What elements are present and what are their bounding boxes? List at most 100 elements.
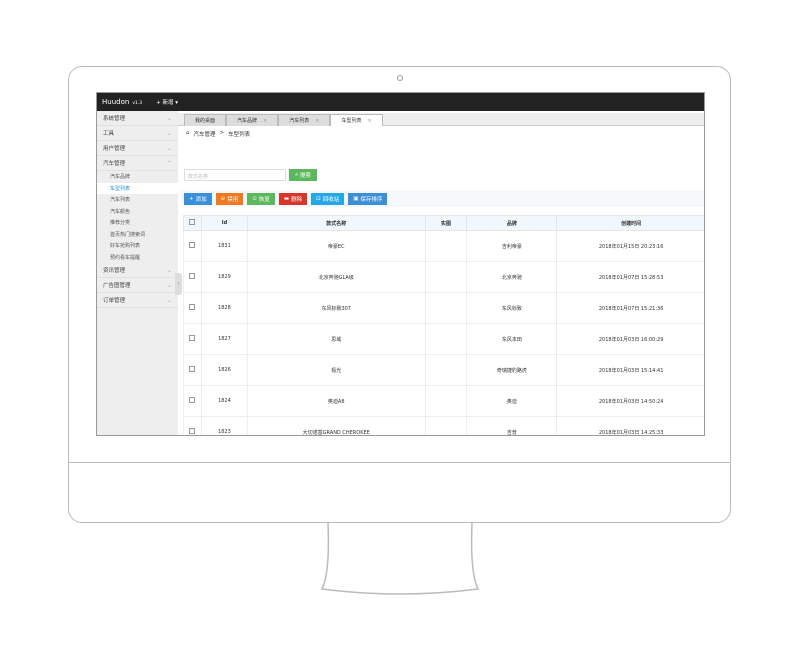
- checkbox[interactable]: [189, 335, 196, 341]
- tab[interactable]: 汽车列表 ×: [278, 114, 331, 126]
- sidebar-subitem[interactable]: 汽车列表: [110, 197, 131, 204]
- sidebar-subitem[interactable]: 首页热门搜索词: [110, 231, 146, 238]
- table-cell: 东风标致: [466, 292, 558, 324]
- table-row[interactable]: 1823 大切诺基GRAND CHEROKEE 吉普 2018年01月03日 14:2…: [183, 416, 704, 435]
- ban-button[interactable]: ⊖ 禁用: [215, 192, 244, 205]
- sidebar-item[interactable]: 系统管理 ⌄: [97, 111, 178, 126]
- recycle-button[interactable]: ⊡ 回收站: [311, 192, 345, 205]
- button-label: 恢复: [258, 196, 270, 203]
- sidebar-item-label: 系统管理: [103, 116, 126, 122]
- tab[interactable]: 车型列表 ×: [330, 114, 383, 126]
- new-label: 新增: [162, 100, 174, 106]
- close-icon[interactable]: ×: [315, 117, 320, 124]
- column-header[interactable]: 创建时间: [556, 215, 704, 231]
- row-checkbox-cell: [183, 292, 202, 324]
- checkbox[interactable]: [189, 304, 196, 310]
- close-icon[interactable]: ×: [367, 117, 372, 124]
- table-cell: [424, 323, 468, 355]
- table-cell: 吉普: [466, 416, 558, 435]
- table-cell: 2018年01月07日 15:28:53: [556, 261, 704, 293]
- button-label: 保存排序: [360, 196, 383, 203]
- sidebar: 系统管理 ⌄ 工具 ⌄ 用户管理 ⌄ 汽车管理 ⌃ 汽车品牌 车型列表 汽车列表 汽车颜色 推荐分类 首页…: [97, 111, 178, 435]
- camera-icon: [397, 75, 403, 81]
- top-bar: Huudon v1.3 + 新增 ▾: [97, 93, 704, 111]
- sidebar-subitem[interactable]: 汽车颜色: [110, 208, 131, 215]
- plus-button[interactable]: + 添加: [184, 192, 212, 205]
- table-row[interactable]: 1826 极光 奇瑞捷豹路虎 2018年01月03日 15:14:41: [183, 354, 704, 386]
- row-checkbox-cell: [183, 261, 202, 293]
- column-header[interactable]: Id: [200, 215, 248, 231]
- checkbox[interactable]: [189, 397, 196, 403]
- chevron-down-icon: ⌄: [166, 144, 172, 152]
- ban-icon: ⊖: [220, 195, 226, 202]
- chevron-down-icon: ⌄: [166, 281, 172, 289]
- table-cell: 北京奔驰: [466, 261, 558, 293]
- column-header[interactable]: 实图: [424, 215, 468, 231]
- trash-button[interactable]: ▬ 删除: [278, 192, 308, 205]
- search-button[interactable]: ⌕ 搜索: [289, 169, 317, 181]
- plus-icon: +: [189, 195, 194, 202]
- table-row[interactable]: 1829 北京奔驰GLA级 北京奔驰 2018年01月07日 15:28:53: [183, 261, 704, 293]
- row-checkbox-cell: [183, 354, 202, 386]
- checkbox[interactable]: [189, 219, 196, 225]
- tab-bar: 我的桌面 汽车品牌 × 汽车列表 × 车型列表 ×: [178, 113, 704, 126]
- sidebar-item[interactable]: 广告图管理 ⌄: [97, 278, 178, 293]
- table-row[interactable]: 1831 帝豪EC 吉利帝豪 2018年01月15日 20:23:16: [183, 230, 704, 262]
- logo: Huudon v1.3: [102, 98, 142, 106]
- table-cell: 2018年01月03日 14:25:33: [556, 416, 704, 435]
- search-input[interactable]: 款式名称: [184, 169, 286, 181]
- checkbox[interactable]: [189, 366, 196, 372]
- breadcrumb-parent[interactable]: 汽车管理: [193, 132, 216, 138]
- table-cell: 大切诺基GRAND CHEROKEE: [246, 416, 426, 435]
- sidebar-item[interactable]: 用户管理 ⌄: [97, 141, 178, 156]
- tab[interactable]: 汽车品牌 ×: [226, 114, 279, 126]
- button-label: 添加: [195, 196, 207, 203]
- sidebar-item[interactable]: 汽车管理 ⌃: [97, 156, 178, 171]
- restore-icon: ⊙: [252, 195, 257, 202]
- collapse-sidebar-button[interactable]: ‹: [175, 273, 182, 295]
- sidebar-item-label: 订单管理: [103, 298, 126, 304]
- logo-text: Huudon: [102, 98, 130, 106]
- new-menu-button[interactable]: + 新增 ▾: [156, 100, 179, 106]
- sidebar-item-label: 工具: [103, 131, 115, 137]
- recycle-icon: ⊡: [316, 195, 321, 202]
- table-cell: 北京奔驰GLA级: [246, 261, 426, 293]
- chevron-down-icon: ⌄: [166, 114, 172, 122]
- tab-label: 车型列表: [341, 118, 362, 124]
- table-cell: 1823: [200, 416, 248, 435]
- save-icon: ▣: [353, 195, 359, 202]
- checkbox[interactable]: [189, 273, 196, 279]
- sidebar-item[interactable]: 订单管理 ⌄: [97, 293, 178, 308]
- chevron-down-icon: ⌄: [166, 129, 172, 137]
- sidebar-item[interactable]: 工具 ⌄: [97, 126, 178, 141]
- checkbox[interactable]: [189, 242, 196, 248]
- breadcrumb: ⌂ 汽车管理 > 车型列表: [186, 130, 250, 138]
- sidebar-subitem[interactable]: 预约看车提醒: [110, 254, 141, 261]
- sidebar-item[interactable]: 资讯管理 ⌄: [97, 263, 178, 278]
- sidebar-subitem[interactable]: 汽车品牌: [110, 174, 131, 181]
- breadcrumb-current: 车型列表: [228, 132, 251, 138]
- chevron-down-icon: ⌄: [166, 296, 172, 304]
- restore-button[interactable]: ⊙ 恢复: [247, 192, 275, 205]
- close-icon[interactable]: ×: [263, 117, 268, 124]
- tab-label: 汽车品牌: [237, 118, 258, 124]
- select-all-checkbox[interactable]: [183, 215, 202, 231]
- sidebar-item-label: 资讯管理: [103, 268, 126, 274]
- table-row[interactable]: 1828 东风标致307 东风标致 2018年01月07日 15:21:36: [183, 292, 704, 324]
- save-button[interactable]: ▣ 保存排序: [348, 192, 388, 205]
- table-cell: [424, 261, 468, 293]
- table-cell: 吉利帝豪: [466, 230, 558, 262]
- table-cell: 1828: [200, 292, 248, 324]
- sidebar-subitem[interactable]: 推荐分类: [110, 220, 131, 227]
- column-header[interactable]: 款式名称: [246, 215, 426, 231]
- sidebar-subitem[interactable]: 车型列表: [97, 182, 178, 194]
- sidebar-subitem[interactable]: 好车抢购列表: [110, 243, 141, 250]
- table-row[interactable]: 1824 奥迪A8 奥迪 2018年01月03日 14:50:24: [183, 385, 704, 417]
- table-row[interactable]: 1827 思域 东风本田 2018年01月03日 16:00:29: [183, 323, 704, 355]
- table-cell: 1831: [200, 230, 248, 262]
- checkbox[interactable]: [189, 428, 196, 434]
- table-cell: 奇瑞捷豹路虎: [466, 354, 558, 386]
- table-cell: 东风标致307: [246, 292, 426, 324]
- column-header[interactable]: 品牌: [466, 215, 558, 231]
- tab[interactable]: 我的桌面: [184, 114, 227, 126]
